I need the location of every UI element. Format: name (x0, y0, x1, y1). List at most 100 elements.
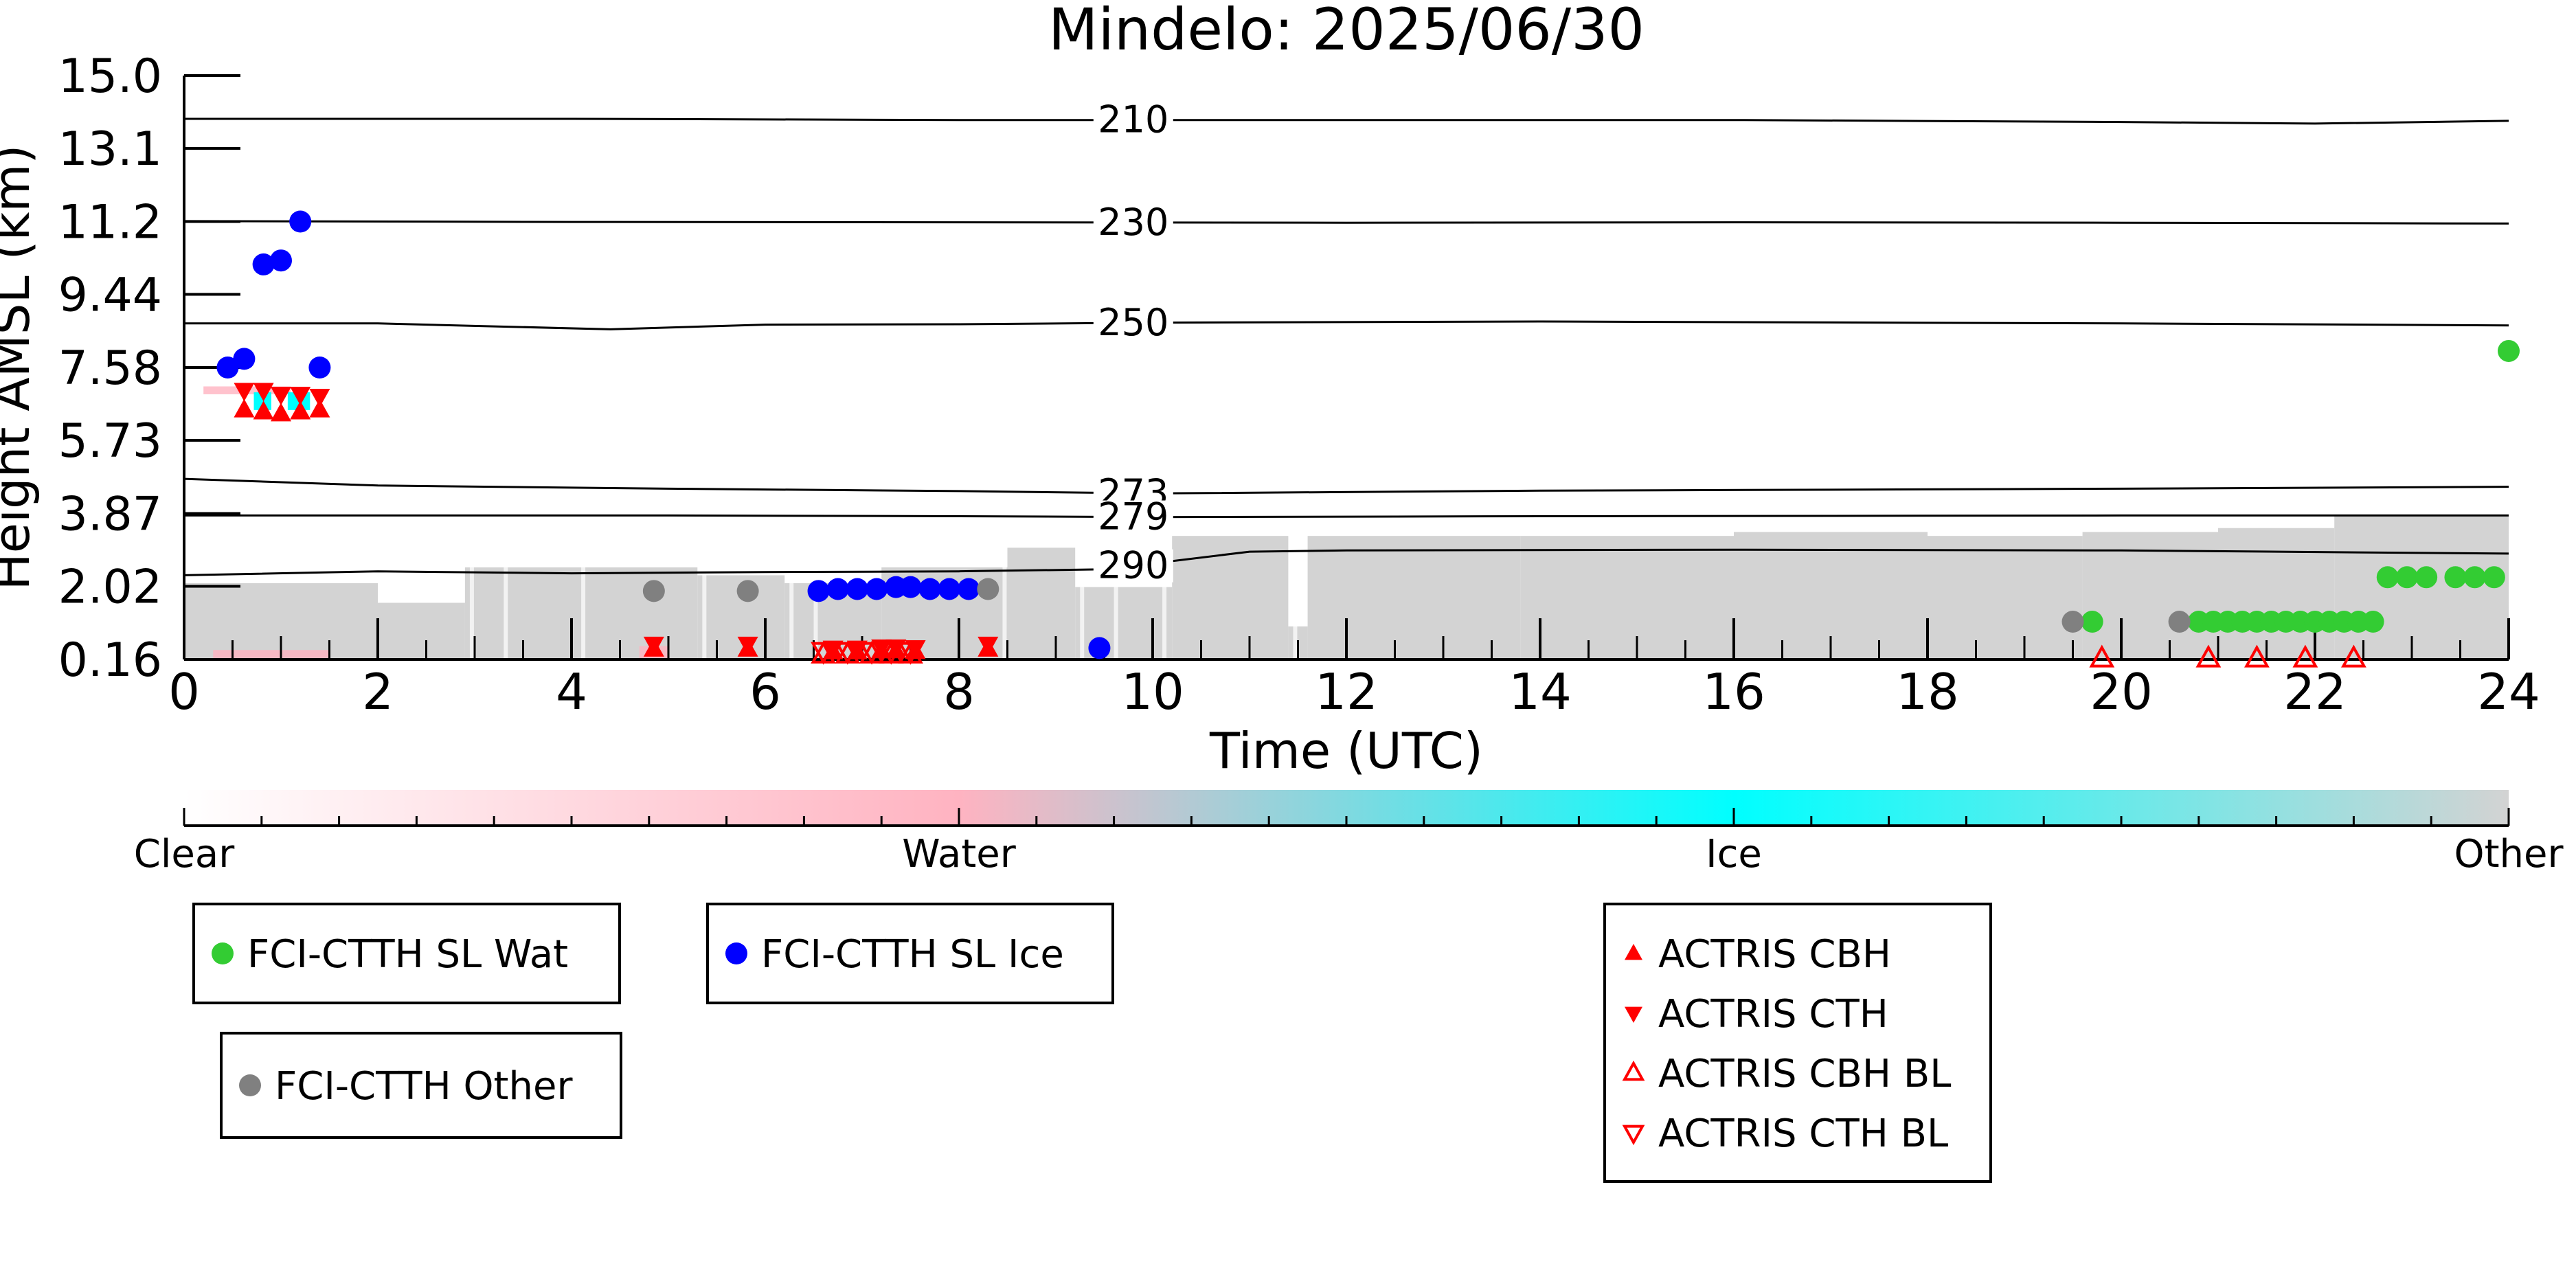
colorbar: Clear Water Ice Other (134, 790, 2564, 877)
x-tick-label: 0 (168, 663, 200, 721)
y-tick-label: 0.16 (58, 633, 162, 688)
fci-ctth-other-marker (977, 578, 999, 600)
legend-swatch (212, 942, 234, 964)
actris-cth-marker (234, 383, 255, 402)
y-axis-label: Height AMSL (km) (0, 145, 41, 591)
water-cloud-region (213, 650, 330, 659)
plot-axes: 0 2 4 6 8 10 12 14 16 18 20 22 240.162.023.875.737.5… (58, 49, 2540, 721)
fci-ctth-other-marker (2061, 611, 2084, 633)
y-tick-label: 3.87 (58, 488, 162, 542)
legend-box (192, 903, 621, 1004)
x-tick-label: 16 (1702, 663, 1765, 721)
legend-swatch (1625, 1006, 1642, 1024)
fci-ctth-sl-ice-marker (308, 357, 331, 379)
x-tick-label: 6 (749, 663, 781, 721)
cloud-mask-gap (469, 539, 474, 659)
actris-cbh-marker (290, 400, 311, 420)
fci-ctth-sl-ice-marker (270, 249, 292, 272)
fci-ctth-sl-ice-marker (938, 578, 960, 600)
fci-ctth-sl-wat-marker (2463, 566, 2486, 589)
actris-cbh-bl-marker (2089, 644, 2115, 668)
fci-ctth-sl-ice-marker (252, 253, 275, 275)
fci-ctth-sl-ice-marker (918, 578, 941, 600)
fci-ctth-sl-wat-marker (2395, 566, 2418, 589)
x-tick-label: 24 (2477, 663, 2540, 721)
legend-swatch (1622, 1060, 1645, 1081)
fci-ctth-sl-ice-marker (289, 210, 312, 233)
fci-ctth-sl-wat-marker (2415, 566, 2438, 589)
fci-ctth-sl-ice-marker (866, 578, 888, 600)
legend-label: FCI-CTTH SL Wat (247, 932, 568, 977)
x-tick-label: 20 (2090, 663, 2153, 721)
y-tick-label: 7.58 (58, 341, 162, 396)
contour-label: 290 (1098, 544, 1168, 587)
fci-ctth-sl-wat-marker (2444, 566, 2467, 589)
other-cloud-region (1928, 536, 2083, 659)
legend: FCI-CTTH SL Wat FCI-CTTH SL Ice FCI-CTTH O… (192, 903, 1992, 1183)
fci-ctth-other-marker (736, 580, 759, 602)
cloud-mask-gap (504, 539, 508, 659)
contour-label-background (1093, 205, 1173, 239)
contour-label: 210 (1098, 98, 1168, 142)
legend-label: ACTRIS CBH (1658, 932, 1891, 977)
cloud-mask-gap (581, 539, 586, 659)
fci-ctth-sl-ice-marker (826, 578, 849, 600)
y-tick-label: 15.0 (58, 49, 162, 104)
fci-ctth-other-marker (642, 580, 665, 602)
actris-cbh-bl-marker (2244, 644, 2270, 668)
other-cloud-region (2218, 528, 2335, 659)
colorbar-label: Clear (134, 832, 235, 877)
fci-ctth-sl-ice-marker (216, 357, 239, 379)
actris-cth-marker (290, 387, 311, 406)
legend-label: ACTRIS CTH BL (1658, 1111, 1948, 1156)
y-tick-label: 2.02 (58, 560, 162, 614)
actris-cth-bl-marker (811, 642, 836, 665)
cloud-mask-gap (702, 539, 707, 659)
legend-swatch (1622, 1125, 1645, 1146)
data-markers (216, 210, 2520, 668)
contour-label: 279 (1098, 495, 1168, 539)
chart-title: Mindelo: 2025/06/30 (1048, 0, 1645, 63)
legend-label: ACTRIS CBH BL (1658, 1052, 1951, 1096)
x-tick-label: 18 (1896, 663, 1959, 721)
other-cloud-region (1307, 536, 1521, 659)
x-axis-label: Time (UTC) (1209, 722, 1483, 780)
actris-cth-bl-marker (898, 642, 923, 665)
fci-ctth-sl-ice-marker (807, 580, 830, 602)
other-cloud-region (1172, 536, 1289, 659)
cloud-mask-gap (1293, 539, 1298, 659)
actris-cth-marker (271, 387, 291, 406)
contour-label: 250 (1098, 301, 1168, 344)
contour-label-background (1093, 500, 1173, 534)
cloud-mask-gap (1114, 539, 1118, 659)
legend-swatch (1625, 943, 1642, 960)
x-tick-label: 22 (2283, 663, 2347, 721)
y-tick-label: 9.44 (58, 268, 162, 322)
fci-ctth-sl-ice-marker (958, 578, 980, 600)
legend-swatch (239, 1074, 261, 1096)
x-tick-label: 12 (1315, 663, 1378, 721)
colorbar-label: Water (902, 832, 1017, 877)
actris-cbh-bl-marker (2195, 644, 2222, 668)
other-cloud-region (2082, 532, 2218, 659)
cloud-mask-gap (1162, 539, 1167, 659)
actris-cth-bl-marker (878, 642, 904, 665)
cloud-mask-gap (789, 539, 794, 659)
actris-cbh-marker (253, 400, 274, 420)
fci-ctth-sl-wat-marker (2362, 611, 2384, 633)
legend-swatch (725, 942, 747, 964)
fci-ctth-sl-ice-marker (899, 576, 922, 598)
cloud-mask-gap (1002, 539, 1007, 659)
temperature-contour-273 (183, 477, 2509, 495)
actris-cth-marker (978, 636, 999, 655)
contour-label-background (1093, 103, 1173, 137)
fci-ctth-sl-wat-marker (2081, 611, 2103, 633)
legend-label: ACTRIS CTH (1658, 992, 1888, 1037)
x-tick-label: 2 (362, 663, 394, 721)
actris-cth-marker (253, 383, 274, 402)
actris-cbh-bl-marker (2341, 644, 2366, 668)
fci-ctth-other-marker (2168, 611, 2191, 633)
contour-label-background (1093, 306, 1173, 339)
other-cloud-region (1007, 547, 1076, 659)
